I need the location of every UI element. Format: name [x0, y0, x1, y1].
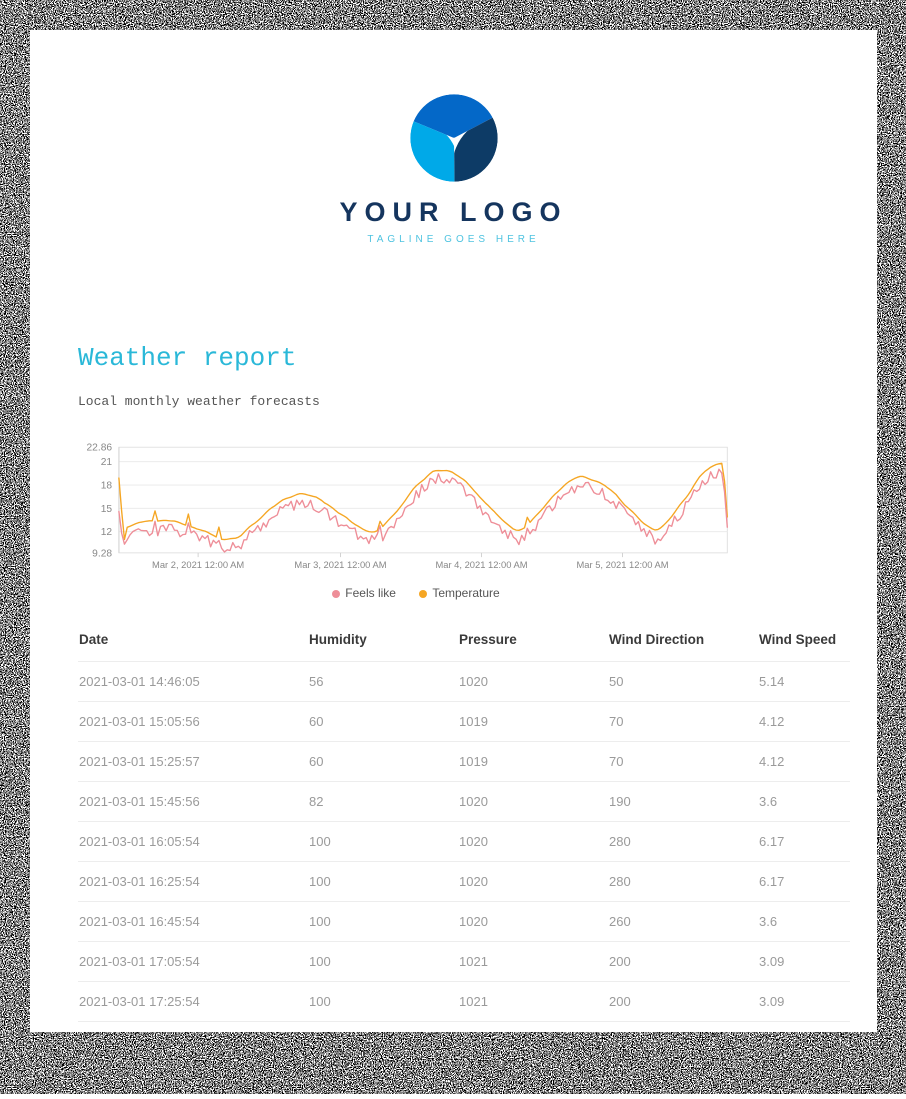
svg-text:18: 18: [101, 480, 113, 491]
svg-text:12: 12: [101, 527, 113, 538]
svg-text:Mar 3, 2021 12:00 AM: Mar 3, 2021 12:00 AM: [294, 560, 386, 570]
svg-text:21: 21: [101, 457, 113, 468]
svg-text:Mar 2, 2021 12:00 AM: Mar 2, 2021 12:00 AM: [152, 560, 244, 570]
svg-text:Mar 5, 2021 12:00 AM: Mar 5, 2021 12:00 AM: [576, 560, 668, 570]
svg-text:15: 15: [101, 504, 113, 515]
svg-text:22.86: 22.86: [87, 443, 113, 454]
svg-text:Mar 4, 2021 12:00 AM: Mar 4, 2021 12:00 AM: [435, 560, 527, 570]
svg-text:9.28: 9.28: [92, 548, 112, 559]
